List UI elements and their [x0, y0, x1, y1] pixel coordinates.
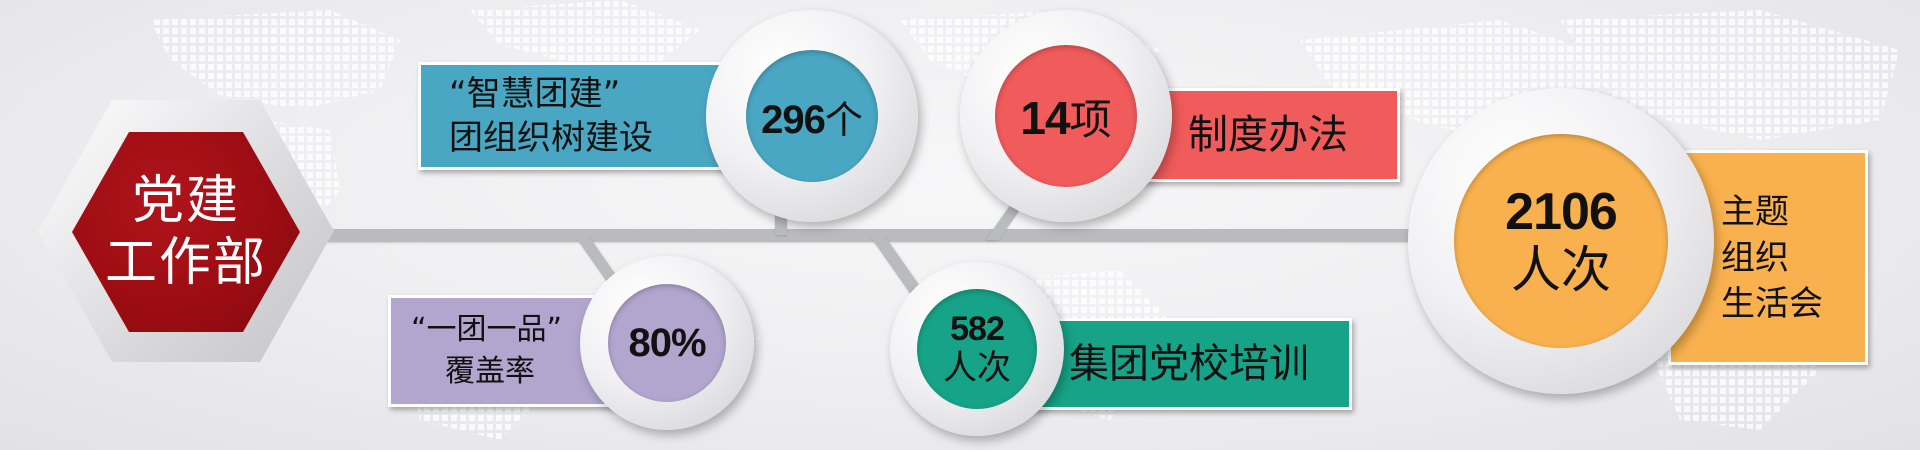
center-title-line2: 工作部	[104, 233, 267, 293]
party-school-label-line1: 集团党校培训	[1069, 341, 1309, 387]
smart-league-label-line1: “智慧团建”	[449, 74, 621, 114]
regulations-label-line1: 制度办法	[1188, 112, 1348, 158]
smart-league-label: “智慧团建” 团组织树建设	[418, 62, 728, 170]
regulations-unit: 项	[1069, 94, 1112, 144]
party-school-number: 582	[950, 310, 1005, 348]
smart-league-unit: 个	[824, 97, 863, 142]
regulations-label: 制度办法	[1137, 88, 1400, 182]
theme-meeting-unit: 人次	[1511, 241, 1611, 299]
smart-league-number: 296	[761, 97, 826, 142]
smart-league-stat: 296 个	[746, 50, 878, 182]
party-school-label: 集团党校培训	[1022, 318, 1352, 410]
regulations-number: 14	[1020, 91, 1070, 144]
center-title-line1: 党建	[131, 171, 240, 231]
theme-meeting-label-line2: 组织	[1721, 237, 1789, 278]
theme-meeting-label-line3: 生活会	[1721, 283, 1823, 324]
one-league-number: 80%	[628, 320, 706, 365]
theme-meeting-number: 2106	[1505, 183, 1618, 241]
one-league-label: “一团一品” 覆盖率	[388, 295, 618, 407]
party-school-stat: 582 人次	[917, 289, 1037, 409]
theme-meeting-label-line1: 主题	[1721, 191, 1789, 232]
smart-league-label-line2: 团组织树建设	[449, 118, 653, 158]
one-league-label-line2: 覆盖率	[445, 354, 535, 389]
one-league-stat: 80%	[608, 284, 726, 402]
one-league-label-line1: “一团一品”	[411, 312, 563, 347]
regulations-stat: 14 项	[995, 45, 1137, 187]
theme-meeting-stat: 2106 人次	[1454, 134, 1668, 348]
party-school-unit: 人次	[943, 348, 1011, 388]
